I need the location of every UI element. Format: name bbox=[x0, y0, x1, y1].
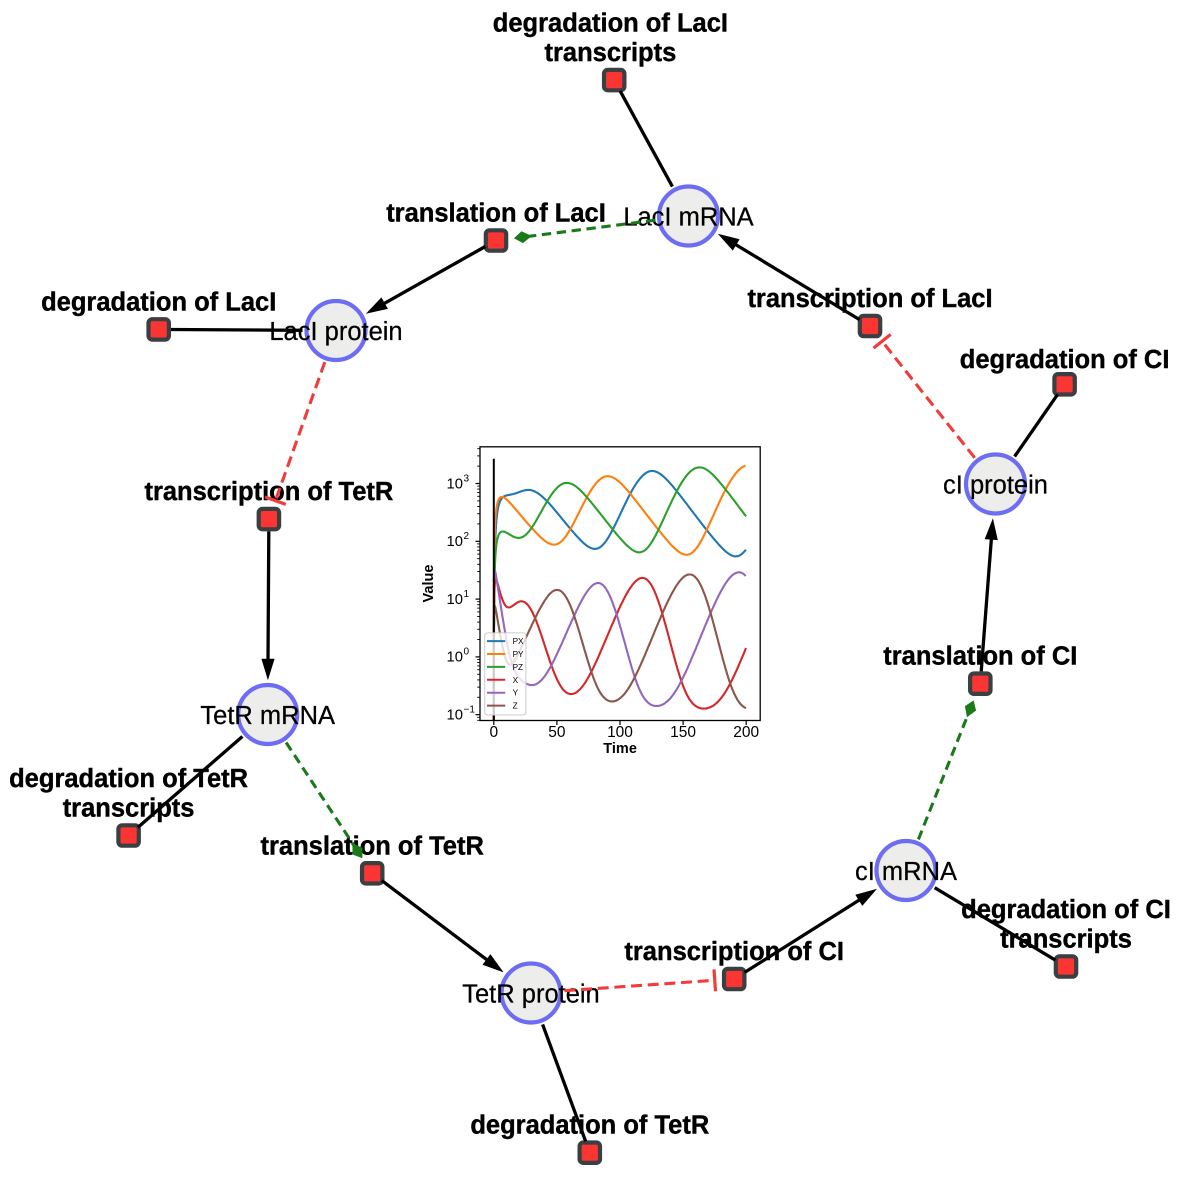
svg-text:transcripts: transcripts bbox=[63, 795, 195, 823]
svg-text:PY: PY bbox=[513, 650, 524, 659]
svg-text:transcription of TetR: transcription of TetR bbox=[144, 478, 393, 506]
svg-text:Y: Y bbox=[513, 689, 519, 698]
svg-text:TetR protein: TetR protein bbox=[462, 981, 600, 1009]
svg-text:cI mRNA: cI mRNA bbox=[855, 858, 957, 886]
svg-text:LacI mRNA: LacI mRNA bbox=[623, 204, 753, 232]
svg-text:LacI protein: LacI protein bbox=[269, 318, 402, 346]
svg-text:degradation of TetR: degradation of TetR bbox=[470, 1112, 709, 1140]
svg-text:1: 1 bbox=[464, 589, 470, 600]
svg-text:degradation of LacI: degradation of LacI bbox=[41, 288, 276, 316]
svg-text:10: 10 bbox=[447, 708, 463, 724]
svg-text:degradation of TetR: degradation of TetR bbox=[9, 765, 248, 793]
svg-text:2: 2 bbox=[464, 531, 470, 542]
svg-text:Value: Value bbox=[421, 565, 437, 603]
svg-text:PZ: PZ bbox=[513, 663, 523, 672]
svg-text:150: 150 bbox=[670, 724, 696, 741]
svg-text:Time: Time bbox=[603, 741, 637, 757]
svg-text:transcription of LacI: transcription of LacI bbox=[747, 285, 992, 313]
svg-text:PX: PX bbox=[513, 637, 524, 646]
svg-text:100: 100 bbox=[607, 724, 633, 741]
svg-text:10: 10 bbox=[447, 534, 463, 550]
svg-text:10: 10 bbox=[447, 650, 463, 666]
svg-text:3: 3 bbox=[464, 473, 470, 484]
svg-text:degradation of CI: degradation of CI bbox=[961, 896, 1171, 924]
svg-text:50: 50 bbox=[548, 724, 566, 741]
svg-text:translation of TetR: translation of TetR bbox=[261, 832, 484, 860]
svg-text:TetR mRNA: TetR mRNA bbox=[200, 702, 335, 730]
svg-text:transcription of CI: transcription of CI bbox=[624, 938, 844, 966]
svg-text:10: 10 bbox=[447, 592, 463, 608]
svg-text:−1: −1 bbox=[464, 705, 476, 716]
svg-text:0: 0 bbox=[464, 647, 470, 658]
svg-text:200: 200 bbox=[733, 724, 759, 741]
svg-text:translation of LacI: translation of LacI bbox=[386, 200, 606, 228]
svg-text:X: X bbox=[513, 676, 519, 685]
svg-text:degradation of CI: degradation of CI bbox=[960, 346, 1170, 374]
svg-text:transcripts: transcripts bbox=[545, 39, 677, 67]
svg-text:degradation of LacI: degradation of LacI bbox=[493, 10, 728, 38]
svg-text:10: 10 bbox=[447, 476, 463, 492]
svg-text:0: 0 bbox=[489, 724, 498, 741]
svg-text:Z: Z bbox=[513, 702, 518, 711]
svg-text:cI protein: cI protein bbox=[943, 472, 1048, 500]
